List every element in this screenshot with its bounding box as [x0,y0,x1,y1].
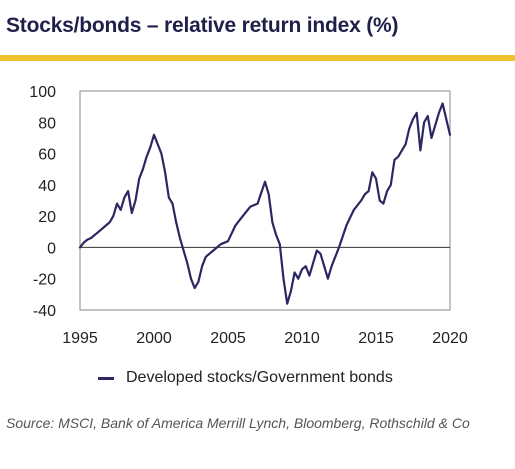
plot-frame [79,90,451,311]
legend-swatch [98,376,114,380]
y-tick-label: 100 [29,84,56,101]
series-line-0 [78,102,452,305]
y-tick-label: 0 [47,240,56,257]
chart-axes [79,90,451,311]
x-tick-label: 2015 [358,330,394,347]
x-tick-label: 1995 [62,330,98,347]
y-tick-label: 20 [38,209,56,226]
y-tick-label: 60 [38,147,56,164]
x-tick-label: 2000 [136,330,172,347]
series-layer [78,102,452,305]
tick-labels: -40 -20 0 20 40 60 80 100 1995 2000 2005 2010 2015 20… [29,84,468,347]
source-note: Source: MSCI, Bank of America Merrill Ly… [6,415,470,431]
y-tick-label: 40 [38,178,56,195]
title-underline [0,55,515,61]
y-tick-label: -20 [33,272,56,289]
x-tick-label: 2005 [210,330,246,347]
x-tick-label: 2010 [284,330,320,347]
y-tick-label: 80 [38,115,56,132]
x-tick-label: 2020 [432,330,468,347]
chart-title: Stocks/bonds – relative return index (%) [6,14,399,37]
legend: Developed stocks/Government bonds [98,369,393,387]
y-tick-label: -40 [33,303,56,320]
legend-label: Developed stocks/Government bonds [126,369,393,386]
